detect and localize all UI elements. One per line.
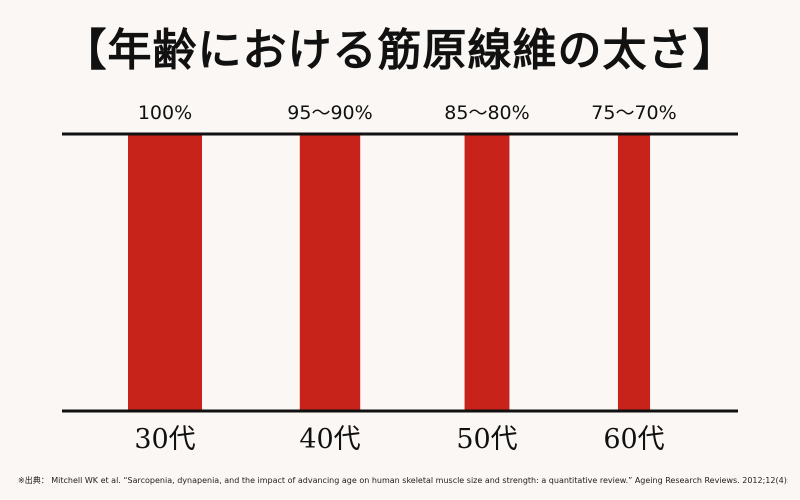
data-label: 100% [138,102,192,124]
category-label: 30代 [134,424,195,455]
bar-60代 [617,134,651,411]
category-label: 60代 [603,424,664,455]
category-label: 50代 [456,424,517,455]
bar-50代 [464,134,510,411]
data-label: 75〜70% [591,102,676,124]
category-label: 40代 [299,424,360,455]
labels-group: 100% 30代 95〜90% 40代 85〜80% 50代 75〜70% 60代 [134,102,676,455]
bar-30代 [128,134,202,411]
bar-40代 [299,134,361,411]
data-label: 85〜80% [444,102,529,124]
bars-group [128,134,651,411]
source-citation: ※出典： Mitchell WK et al. “Sarcopenia, dyn… [18,476,788,485]
chart-title: 【年齢における筋原線維の太さ】 [62,25,738,76]
data-label: 95〜90% [287,102,372,124]
bar-chart: 100% 30代 95〜90% 40代 85〜80% 50代 75〜70% 60代 [62,102,738,455]
